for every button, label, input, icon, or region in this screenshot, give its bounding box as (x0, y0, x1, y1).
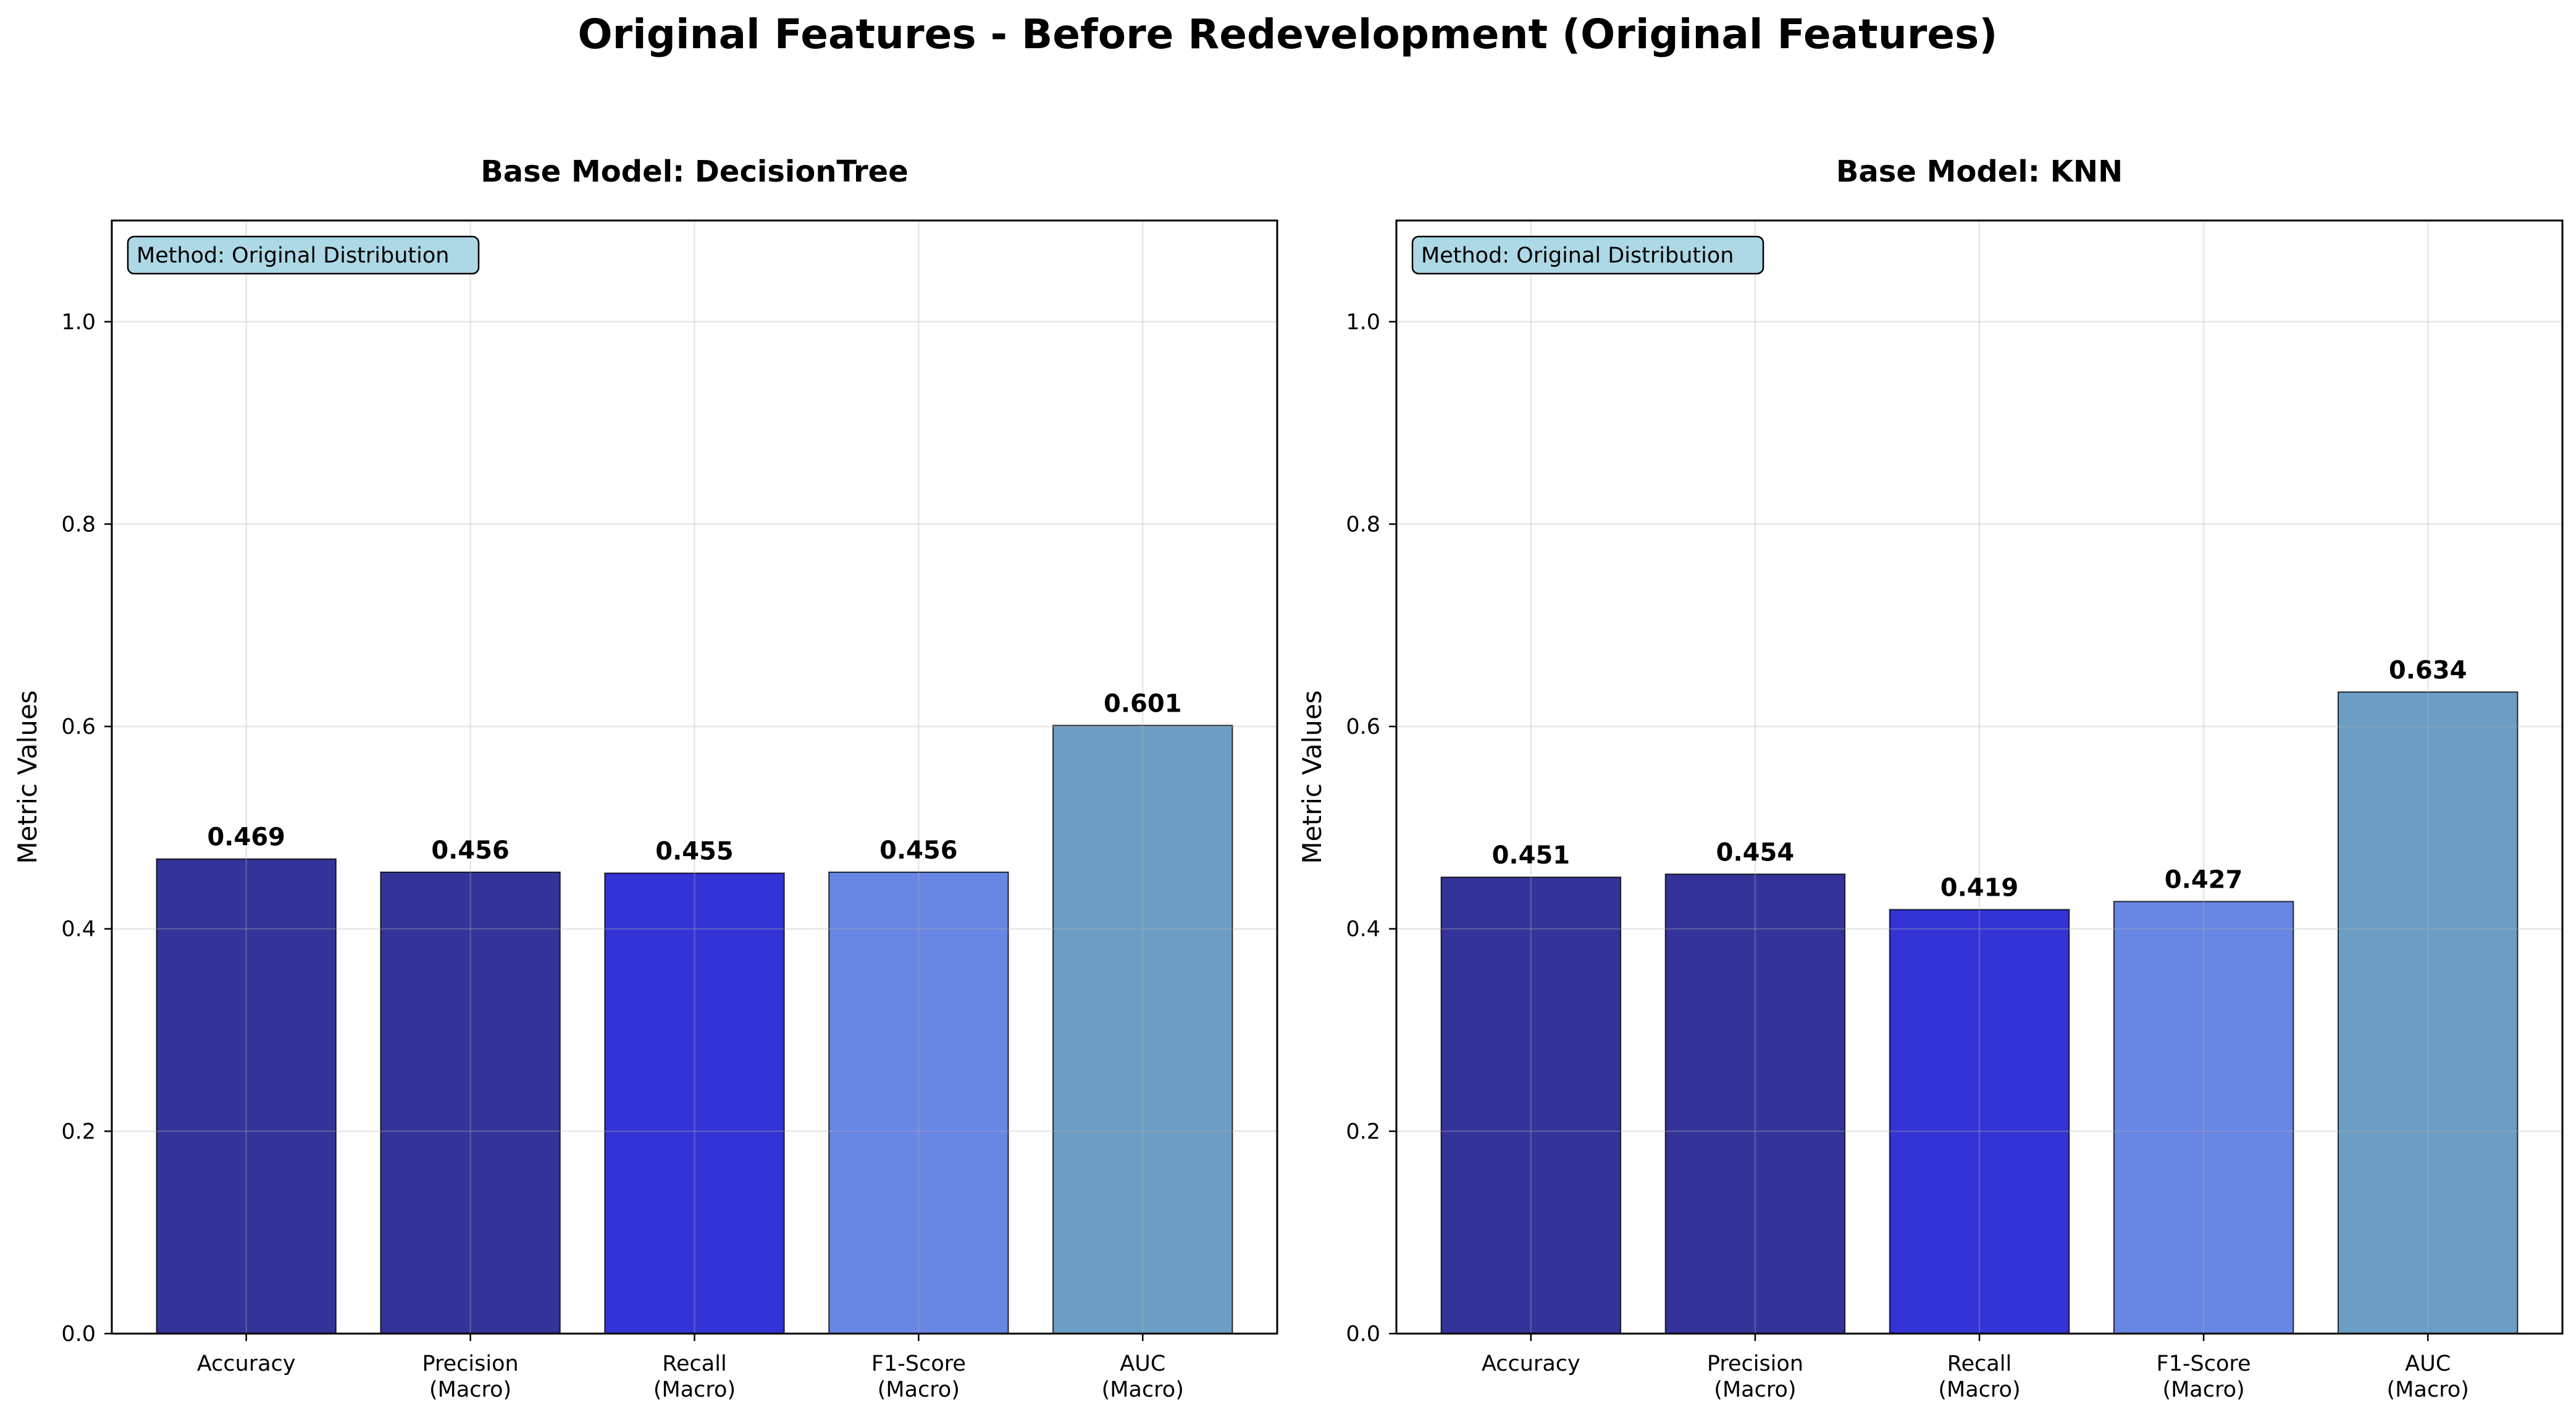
y-tick-label: 1.0 (1346, 310, 1380, 335)
y-tick-label: 0.2 (61, 1119, 96, 1144)
bar (380, 871, 561, 1335)
method-annotation: Method: Original Distribution (136, 243, 449, 268)
y-tick-label: 0.4 (1346, 917, 1380, 942)
bar (1664, 873, 1846, 1335)
method-annotation-box (127, 235, 480, 275)
x-tick-label: AUC (Macro) (2387, 1352, 2469, 1402)
bars (156, 725, 1233, 1335)
figure-title: Original Features - Before Redevelopment… (578, 11, 1998, 58)
bar (156, 858, 337, 1334)
bar (2113, 901, 2294, 1334)
x-tick-label: Precision (Macro) (422, 1352, 519, 1402)
chart-panel-decisiontree: Base Model: DecisionTree 0.469 0.456 0.455 0… (12, 154, 1278, 1402)
bar (828, 871, 1009, 1335)
y-tick-label: 0.0 (61, 1322, 96, 1347)
value-label: 0.419 (1940, 874, 2019, 902)
chart-title: Base Model: KNN (1836, 154, 2123, 189)
y-tick-label: 0.0 (1346, 1322, 1380, 1347)
value-label: 0.456 (879, 836, 958, 865)
y-tick-label: 0.6 (61, 715, 96, 739)
value-label: 0.601 (1104, 689, 1182, 718)
chart-title: Base Model: DecisionTree (480, 154, 908, 189)
bar (604, 872, 785, 1335)
axes-frame (111, 219, 1278, 1335)
x-tick-label: Recall (Macro) (653, 1352, 736, 1402)
y-axis-label: Metric Values (1297, 690, 1327, 864)
value-label: 0.455 (655, 838, 734, 866)
bar (1440, 877, 1622, 1335)
value-label: 0.469 (207, 823, 285, 852)
method-annotation-box (1411, 235, 1764, 275)
y-tick-label: 0.4 (61, 917, 96, 942)
x-tick-label: Precision (Macro) (1707, 1352, 1803, 1402)
x-tick-label: F1-Score (Macro) (871, 1352, 966, 1402)
value-label: 0.427 (2165, 865, 2243, 894)
y-tick-label: 0.2 (1346, 1119, 1380, 1144)
x-tick-label: F1-Score (Macro) (2157, 1352, 2251, 1402)
chart-panel-knn: Base Model: KNN 0.451 0.454 0.419 0.427 0.634… (1297, 154, 2564, 1402)
value-label: 0.634 (2389, 656, 2467, 684)
value-label: 0.456 (431, 836, 510, 865)
x-tick-label: AUC (Macro) (1102, 1352, 1184, 1402)
value-label: 0.454 (1716, 838, 1795, 867)
x-tick-label: Accuracy (197, 1352, 296, 1376)
y-tick-label: 0.8 (61, 512, 96, 537)
y-axis-label: Metric Values (12, 690, 43, 864)
x-tick-label: Accuracy (1482, 1352, 1580, 1376)
y-tick-label: 0.6 (1346, 715, 1380, 739)
bars (1440, 691, 2519, 1335)
bar (2337, 691, 2519, 1334)
x-tick-label: Recall (Macro) (1938, 1352, 2020, 1402)
y-tick-label: 0.8 (1346, 512, 1380, 537)
method-annotation: Method: Original Distribution (1421, 243, 1734, 268)
y-tick-label: 1.0 (61, 310, 96, 335)
bar (1889, 909, 2070, 1334)
value-label: 0.451 (1492, 841, 1571, 870)
axes-frame (1395, 219, 2564, 1335)
grid (1396, 221, 2562, 1335)
